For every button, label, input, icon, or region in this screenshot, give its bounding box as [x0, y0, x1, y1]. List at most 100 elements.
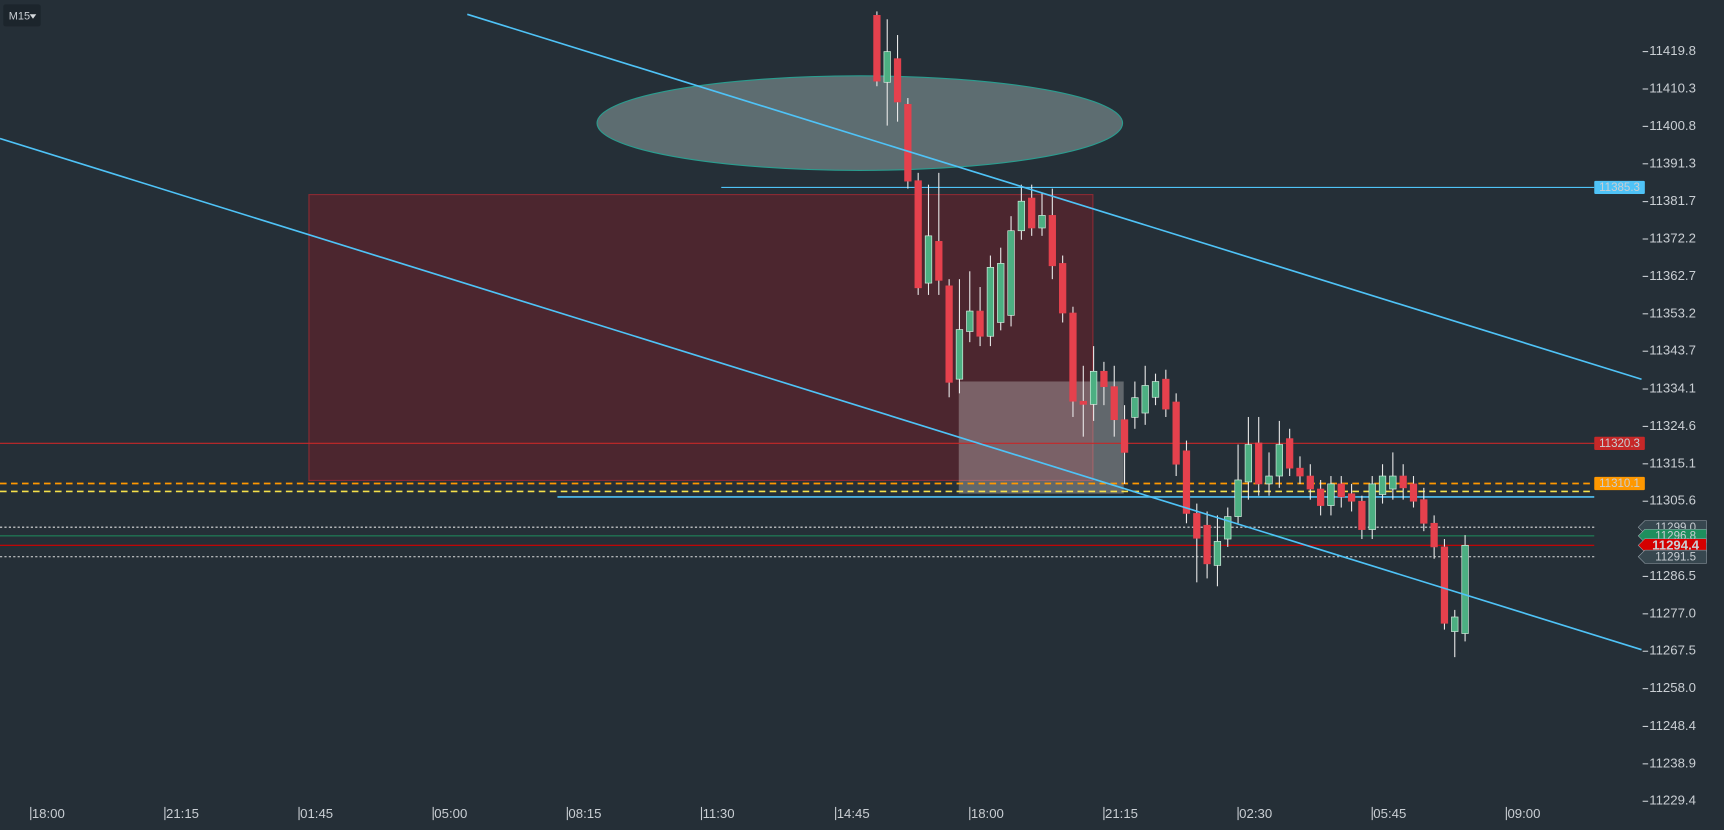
candle-body [1141, 385, 1149, 414]
x-tick-label: 08:15 [568, 806, 601, 821]
candle-body [1440, 546, 1449, 624]
candle-body [1182, 450, 1191, 514]
x-tick-label: 18:00 [971, 806, 1004, 821]
candle-body [1409, 483, 1418, 502]
y-tick-label: 11277.0 [1649, 605, 1696, 620]
candle-body [1358, 500, 1366, 530]
candle-body [1368, 483, 1376, 530]
x-tick-label: 02:30 [1239, 806, 1272, 821]
candle-body [1347, 493, 1356, 502]
candle-body [997, 263, 1005, 323]
candle-body [1224, 516, 1232, 540]
y-tick-label: 11315.1 [1649, 455, 1696, 470]
price-label: 11385.3 [1599, 182, 1640, 194]
candle-body [1162, 378, 1170, 410]
candle-body [1337, 483, 1345, 498]
candle-body [1316, 488, 1325, 506]
candle-body [1327, 483, 1335, 506]
candle-body [1028, 197, 1036, 229]
y-tick-label: 11372.2 [1649, 230, 1696, 245]
candle-body [1286, 438, 1294, 469]
zone-rectangle [958, 381, 1124, 494]
x-tick-label: 09:00 [1507, 806, 1540, 821]
candle-body [1131, 397, 1139, 418]
candle-body [1306, 475, 1314, 490]
candle-body [1234, 479, 1242, 517]
button-bg [3, 4, 41, 27]
candle-body [924, 235, 933, 284]
candle-body [1296, 467, 1304, 477]
candle-body [1017, 200, 1025, 232]
candle-body [1255, 442, 1263, 485]
x-tick-label: 05:00 [434, 806, 467, 821]
candle-body [1048, 215, 1056, 267]
candle-body [1399, 475, 1407, 489]
y-tick-label: 11353.2 [1649, 305, 1696, 320]
candle-body [1213, 541, 1222, 566]
candle-body [1079, 400, 1087, 405]
candle-body [1451, 616, 1459, 632]
price-label-box [1637, 538, 1707, 553]
candle-body [914, 180, 922, 289]
y-tick-label: 11362.7 [1649, 268, 1696, 283]
candle-body [1378, 475, 1387, 495]
price-label-box [1594, 436, 1645, 450]
candle-body [986, 267, 995, 337]
candle-body [935, 241, 943, 281]
candle-body [1172, 401, 1180, 465]
candle-body [1089, 370, 1098, 405]
y-tick-label: 11267.5 [1649, 643, 1696, 658]
y-tick-label: 11305.6 [1649, 493, 1696, 508]
candle-body [883, 51, 891, 83]
y-tick-label: 11229.4 [1649, 793, 1696, 808]
x-tick-label: 21:15 [1105, 806, 1138, 821]
candle-body [1275, 444, 1283, 477]
x-tick-label: 21:15 [166, 806, 199, 821]
timeframe-button[interactable]: M15 [3, 4, 41, 27]
ellipse [596, 75, 1124, 171]
candle-body [955, 329, 964, 380]
x-tick-label: 18:00 [32, 806, 65, 821]
candle-body [893, 58, 902, 103]
candle-body [1007, 230, 1015, 316]
candle-body [976, 310, 984, 337]
y-tick-label: 11286.5 [1649, 568, 1696, 583]
y-tick-label: 11381.7 [1649, 193, 1696, 208]
candle-body [1193, 513, 1201, 539]
price-label: 11320.3 [1599, 438, 1640, 450]
y-tick-label: 11324.6 [1649, 418, 1696, 433]
timeframe-label[interactable]: M15 [9, 10, 30, 22]
y-tick-label: 11343.7 [1649, 343, 1696, 358]
candle-body [1420, 499, 1428, 524]
candle-body [1059, 263, 1067, 314]
candle-body [1244, 444, 1253, 483]
candle-body [1430, 522, 1438, 548]
price-label-box [1594, 476, 1645, 491]
trendlines [0, 13, 1642, 651]
price-label-box [1637, 549, 1707, 564]
dropdown-arrow [29, 14, 37, 19]
candle-body [945, 285, 953, 383]
candle-body [1203, 524, 1211, 565]
candle-body [904, 104, 912, 182]
y-tick-label: 11238.9 [1649, 755, 1696, 770]
y-tick-label: 11419.8 [1649, 43, 1696, 58]
candle-body [1069, 312, 1077, 402]
price-label: 11299.0 [1655, 522, 1696, 534]
trendline [0, 137, 1642, 651]
candle-body [1389, 475, 1397, 490]
price-label: 11291.5 [1655, 551, 1696, 563]
y-tick-label: 11258.0 [1649, 680, 1696, 695]
candle-body [966, 310, 974, 332]
candle-body [1120, 419, 1129, 453]
trendline [467, 13, 1642, 381]
x-tick-label: 11:30 [703, 806, 735, 821]
x-tick-label: 01:45 [300, 806, 333, 821]
candle-body [1151, 381, 1160, 398]
candle-body [1461, 544, 1469, 634]
price-label-box [1594, 180, 1645, 195]
y-tick-label: 11391.3 [1649, 155, 1696, 170]
price-label: 11294.4 [1652, 537, 1700, 552]
price-label: 11296.8 [1655, 530, 1696, 542]
